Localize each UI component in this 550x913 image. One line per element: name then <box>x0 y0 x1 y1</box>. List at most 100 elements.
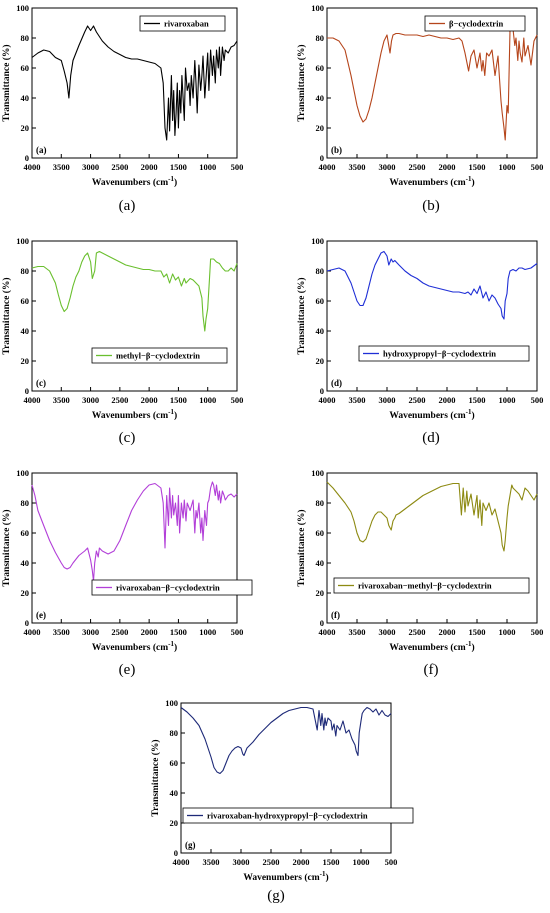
chart-f-legend-label: rivaroxaban−methyl−β−cyclodextrin <box>358 581 492 591</box>
chart-e-ytick-label-3: 60 <box>21 528 30 538</box>
chart-g-legend-box <box>182 807 414 824</box>
chart-b-ytick-label-3: 60 <box>316 63 325 73</box>
chart-c-xtick-label-0: 4000 <box>24 395 41 405</box>
chart-e-xtick-label-4: 2000 <box>141 627 158 637</box>
chart-c-ytick-label-3: 60 <box>21 296 30 306</box>
chart-a-ylabel: Transmittance (%) <box>1 44 12 121</box>
chart-g-ytick-label-2: 40 <box>170 788 179 798</box>
chart-a-ytick-label-3: 60 <box>21 63 30 73</box>
chart-g-xtick-label-7: 500 <box>385 857 398 867</box>
chart-c-ytick-label-0: 0 <box>25 386 29 396</box>
chart-g-legend-label: rivaroxaban-hydroxypropyl−β−cyclodextrin <box>207 811 368 821</box>
chart-b-ytick-label-4: 80 <box>316 33 325 43</box>
chart-e-ytick-label-5: 100 <box>16 468 29 478</box>
chart-b-xtick-label-7: 500 <box>531 162 544 172</box>
chart-g-xtick-label-4: 2000 <box>293 857 310 867</box>
chart-a-ytick-label-4: 80 <box>21 33 30 43</box>
chart-a-xlabel: Wavenumbers (cm-1) <box>92 175 177 188</box>
chart-f-ytick-label-4: 80 <box>316 498 325 508</box>
chart-g-xtick-label-3: 2500 <box>263 857 280 867</box>
chart-a-frame <box>31 7 238 159</box>
chart-a-panel-label: (a) <box>36 145 47 155</box>
chart-panel-b: 4000 3500 3000 2500 2000 1500 1000 500 0 20 40 60 80… <box>289 0 544 188</box>
chart-e-frame <box>31 472 238 624</box>
chart-e-series-line <box>31 481 238 582</box>
chart-a-legend-label: rivaroxaban <box>164 19 209 29</box>
chart-g-frame <box>180 702 392 854</box>
chart-e-xtick-label-1: 3500 <box>53 627 70 637</box>
chart-c-xtick-label-1: 3500 <box>53 395 70 405</box>
chart-d-xtick-label-7: 500 <box>531 395 544 405</box>
chart-b-xtick-label-4: 2000 <box>439 162 456 172</box>
chart-d-ytick-label-3: 60 <box>316 296 325 306</box>
chart-g-xtick-label-5: 1500 <box>323 857 340 867</box>
chart-b-xlabel: Wavenumbers (cm-1) <box>389 175 474 188</box>
chart-d-svg: 4000 3500 3000 2500 2000 1500 1000 500 0 20 40 60 80… <box>296 236 544 421</box>
chart-d-ytick-label-1: 20 <box>316 356 325 366</box>
chart-panel-g: 4000 3500 3000 2500 2000 1500 1000 500 0 20 40 60 80… <box>143 695 414 885</box>
chart-a-ytick-label-1: 20 <box>21 123 30 133</box>
chart-f-ytick-label-2: 40 <box>316 558 325 568</box>
chart-g-ytick-label-0: 0 <box>174 848 178 858</box>
chart-e-xtick-label-6: 1000 <box>199 627 216 637</box>
chart-f-frame <box>326 472 538 624</box>
chart-g-xtick-label-2: 3000 <box>233 857 250 867</box>
chart-g-ytick-label-3: 60 <box>170 758 179 768</box>
chart-panel-d: 4000 3500 3000 2500 2000 1500 1000 500 0 20 40 60 80… <box>289 233 544 421</box>
chart-f-xtick-label-7: 500 <box>531 627 544 637</box>
chart-g-xtick-label-1: 3500 <box>203 857 220 867</box>
chart-e-ytick-label-0: 0 <box>25 618 29 628</box>
chart-d-xtick-label-3: 2500 <box>409 395 426 405</box>
chart-a-legend-box <box>139 15 226 32</box>
chart-d-ytick-label-5: 100 <box>311 236 324 246</box>
chart-d-xtick-label-2: 3000 <box>379 395 396 405</box>
chart-f-series-line <box>326 481 538 552</box>
chart-e-xtick-label-7: 500 <box>231 627 244 637</box>
chart-e-xtick-label-0: 4000 <box>24 627 41 637</box>
chart-a-xtick-label-5: 1500 <box>170 162 187 172</box>
chart-b-xtick-label-1: 3500 <box>349 162 366 172</box>
chart-f-xlabel: Wavenumbers (cm-1) <box>389 640 474 653</box>
chart-d-ylabel: Transmittance (%) <box>296 277 307 354</box>
chart-panel-f: 4000 3500 3000 2500 2000 1500 1000 500 0 20 40 60 80… <box>289 465 544 653</box>
chart-e-legend-box <box>91 579 253 596</box>
chart-d-ytick-label-2: 40 <box>316 326 325 336</box>
chart-a-series-line <box>31 25 238 141</box>
chart-f-xtick-label-1: 3500 <box>349 627 366 637</box>
chart-b-frame <box>326 7 538 159</box>
chart-g-ylabel: Transmittance (%) <box>150 739 161 816</box>
chart-c-legend-label: methyl−β−cyclodextrin <box>116 351 200 361</box>
chart-e-panel-label: (e) <box>36 610 46 620</box>
chart-g-xlabel: Wavenumbers (cm-1) <box>243 870 328 883</box>
chart-panel-c: 4000 3500 3000 2500 2000 1500 1000 500 0 20 40 60 80… <box>0 233 245 421</box>
chart-b-legend-box <box>424 15 526 32</box>
chart-e-ytick-label-2: 40 <box>21 558 30 568</box>
chart-c-ytick-label-2: 40 <box>21 326 30 336</box>
chart-e-svg: 4000 3500 3000 2500 2000 1500 1000 500 0 20 40 60 80… <box>1 468 253 653</box>
chart-f-ytick-label-1: 20 <box>316 588 325 598</box>
chart-b-ytick-label-5: 100 <box>311 3 324 13</box>
chart-a-xtick-label-4: 2000 <box>141 162 158 172</box>
chart-panel-e: 4000 3500 3000 2500 2000 1500 1000 500 0 20 40 60 80… <box>0 465 253 653</box>
chart-d-legend-label: hydroxypropyl−β−cyclodextrin <box>383 349 496 359</box>
chart-a-xtick-label-6: 1000 <box>199 162 216 172</box>
chart-a-xtick-label-2: 3000 <box>82 162 99 172</box>
caption-d: (d) <box>422 430 440 446</box>
chart-e-legend-label: rivaroxaban−β−cyclodextrin <box>116 583 220 593</box>
caption-b: (b) <box>422 198 440 214</box>
chart-b-ytick-label-0: 0 <box>320 153 324 163</box>
chart-d-ytick-label-4: 80 <box>316 266 325 276</box>
chart-a-ytick-label-0: 0 <box>25 153 29 163</box>
chart-d-panel-label: (d) <box>331 378 342 388</box>
caption-a: (a) <box>118 198 136 214</box>
caption-f: (f) <box>423 662 439 678</box>
chart-d-xtick-label-5: 1500 <box>469 395 486 405</box>
chart-g-xtick-label-6: 1000 <box>353 857 370 867</box>
chart-b-xtick-label-0: 4000 <box>319 162 336 172</box>
chart-c-ylabel: Transmittance (%) <box>1 277 12 354</box>
chart-d-xlabel: Wavenumbers (cm-1) <box>389 408 474 421</box>
chart-b-xtick-label-2: 3000 <box>379 162 396 172</box>
chart-d-ytick-label-0: 0 <box>320 386 324 396</box>
chart-b-ytick-label-2: 40 <box>316 93 325 103</box>
chart-c-xtick-label-3: 2500 <box>111 395 128 405</box>
